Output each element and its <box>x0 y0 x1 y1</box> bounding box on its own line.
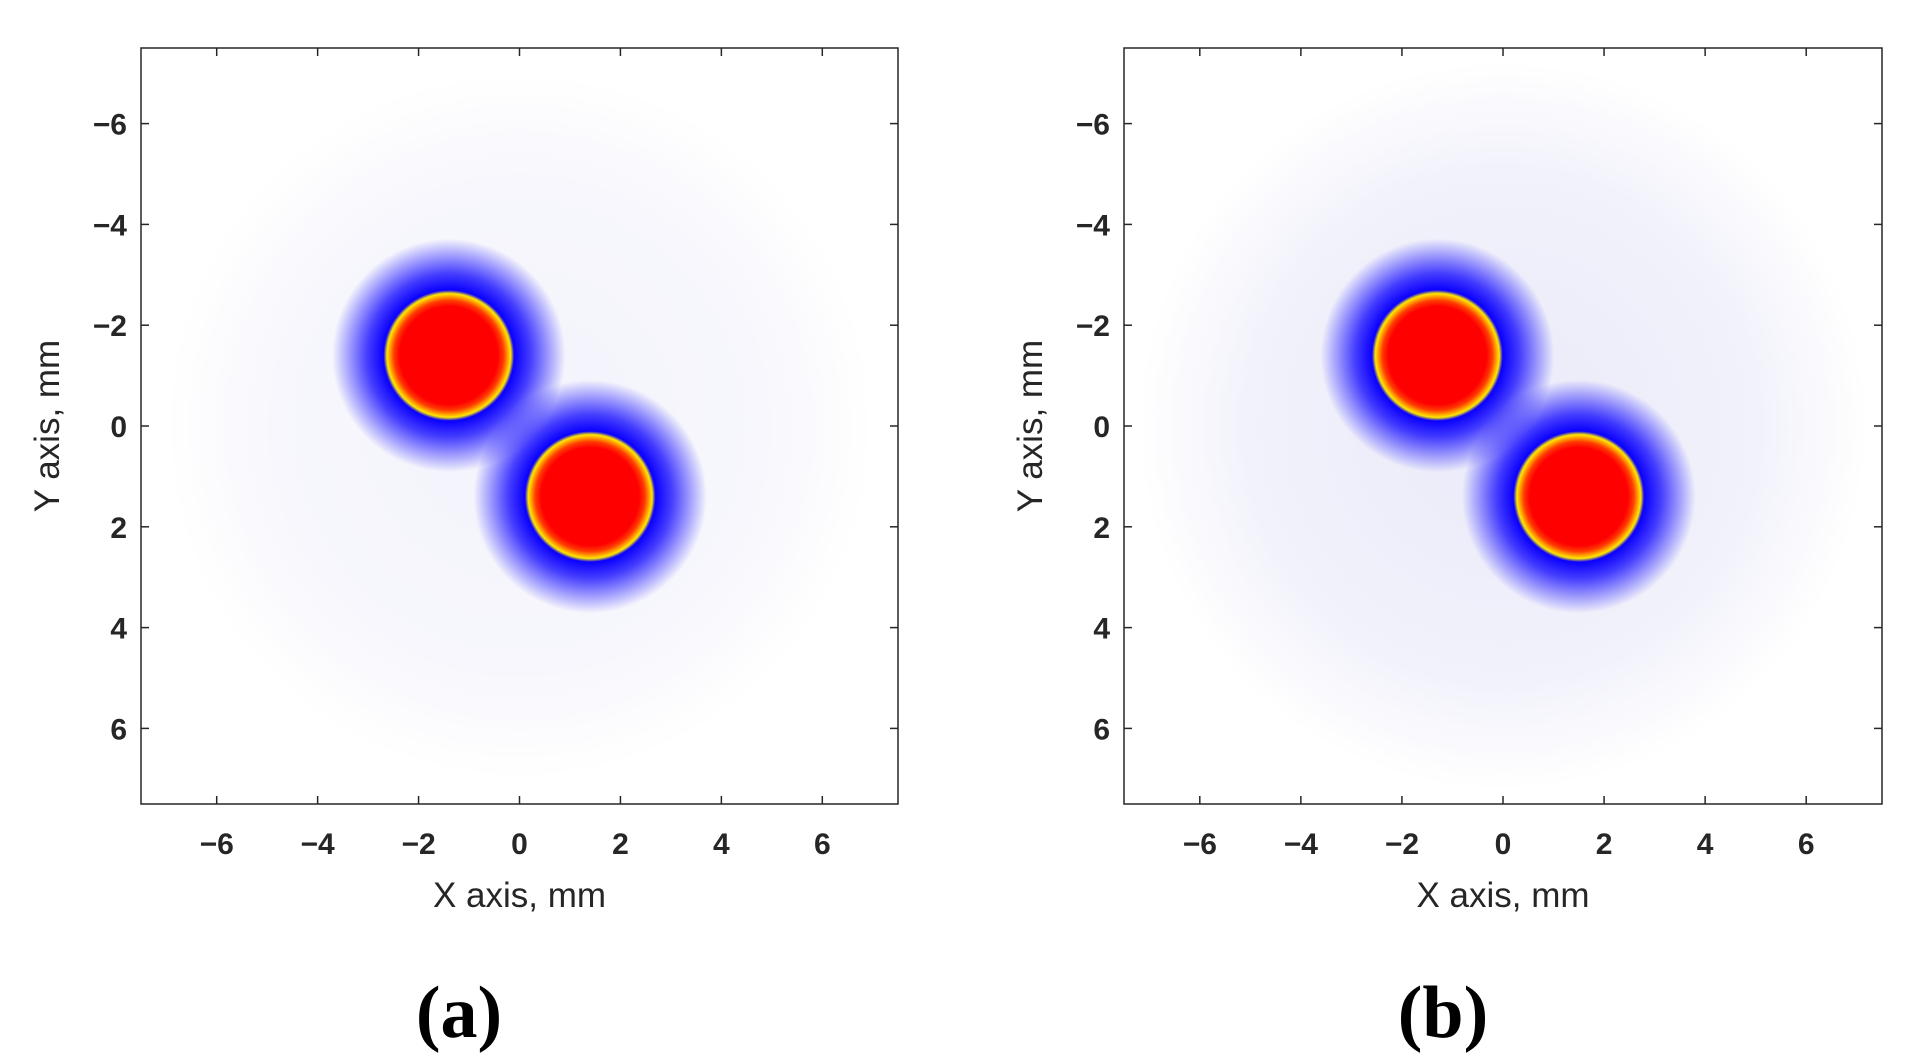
y-tick-label: 2 <box>1093 512 1110 545</box>
y-tick-label: −4 <box>1076 209 1111 242</box>
y-tick-label: −4 <box>93 209 128 242</box>
panel-b: −6 −4 −2 0 2 4 6 −6 −4 −2 0 2 4 6 X axis, mm Y axis, mm… <box>1011 47 1883 1054</box>
x-tick-label: −4 <box>301 828 336 861</box>
x-tick-label: 4 <box>1697 828 1714 861</box>
y-tick-label: −6 <box>1076 109 1110 142</box>
heatmap-area <box>141 48 898 804</box>
y-tick-label: −2 <box>1076 310 1110 343</box>
heatmap-area <box>1124 48 1882 804</box>
panel-label: (a) <box>416 972 502 1054</box>
beam-spot-2 <box>473 379 707 614</box>
y-tick-label: 6 <box>1093 713 1110 746</box>
x-tick-label: −6 <box>200 828 234 861</box>
x-tick-label: −2 <box>1385 828 1419 861</box>
beam-spot-1 <box>332 238 566 473</box>
panel-a: −6 −4 −2 0 2 4 6 −6 −4 −2 0 2 4 6 X axis, mm Y axis, mm… <box>28 47 899 1054</box>
panel-label: (b) <box>1398 972 1488 1054</box>
y-tick-label: 6 <box>110 713 127 746</box>
x-tick-label: 0 <box>511 828 528 861</box>
y-axis-label: Y axis, mm <box>1011 340 1050 512</box>
y-tick-label: −6 <box>93 109 127 142</box>
x-tick-label: −2 <box>401 828 435 861</box>
y-tick-label: 0 <box>1093 411 1110 444</box>
y-tick-label: 2 <box>110 512 127 545</box>
y-tick-label: 0 <box>110 411 127 444</box>
y-tick-label: 4 <box>110 613 127 646</box>
x-axis-label: X axis, mm <box>433 876 606 915</box>
beam-spot-2 <box>1461 379 1696 614</box>
x-tick-label: 2 <box>612 828 629 861</box>
x-tick-label: 6 <box>814 828 831 861</box>
x-tick-label: 0 <box>1495 828 1512 861</box>
x-tick-label: 2 <box>1596 828 1613 861</box>
x-tick-label: 4 <box>713 828 730 861</box>
y-tick-label: −2 <box>93 310 127 343</box>
y-axis-label: Y axis, mm <box>28 340 67 512</box>
x-tick-label: −4 <box>1284 828 1319 861</box>
y-tick-label: 4 <box>1093 613 1110 646</box>
x-tick-label: 6 <box>1798 828 1815 861</box>
x-axis-label: X axis, mm <box>1416 876 1589 915</box>
beam-spot-1 <box>1320 238 1555 473</box>
x-tick-label: −6 <box>1183 828 1217 861</box>
